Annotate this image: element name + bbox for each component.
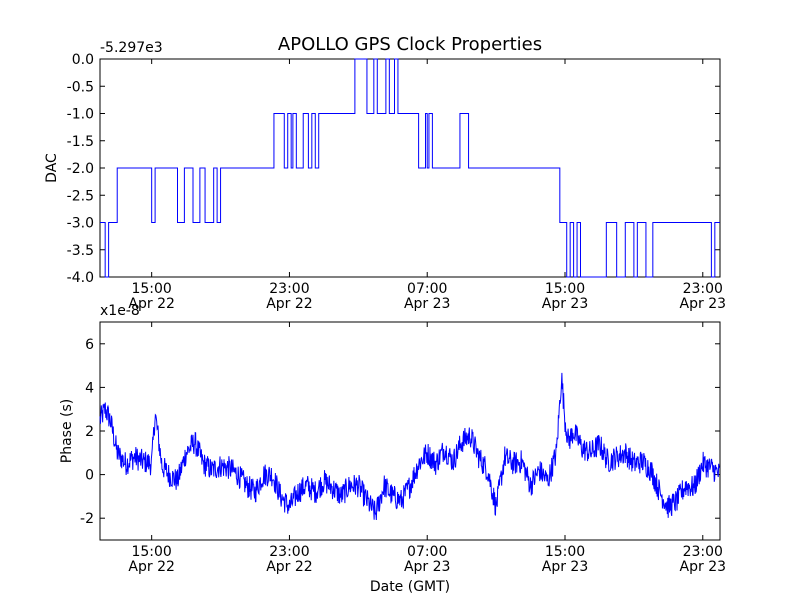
dac-xtick-time: 15:00 — [545, 281, 585, 297]
phase-xtick-date: Apr 23 — [404, 559, 450, 575]
dac-xtick-time: 15:00 — [131, 281, 171, 297]
dac-offset-label: -5.297e3 — [100, 40, 163, 56]
phase-xtick-date: Apr 23 — [542, 559, 588, 575]
phase-ytick-label: -2 — [80, 511, 94, 527]
dac-ytick-label: -3.0 — [67, 216, 94, 232]
dac-series-line — [100, 58, 720, 278]
phase-xtick-time: 07:00 — [407, 544, 447, 560]
dac-series — [100, 58, 720, 278]
dac-ytick-label: -1.5 — [67, 134, 94, 150]
dac-ytick-label: -2.5 — [67, 188, 94, 204]
phase-xtick-date: Apr 22 — [128, 559, 174, 575]
dac-ytick-label: -3.5 — [67, 243, 94, 259]
phase-series-line — [99, 372, 721, 521]
phase-xtick-date: Apr 22 — [266, 559, 312, 575]
phase-ytick-label: 0 — [85, 468, 94, 484]
dac-xtick-date: Apr 22 — [128, 296, 174, 312]
dac-xtick-date: Apr 22 — [266, 296, 312, 312]
phase-ytick-label: 4 — [85, 380, 94, 396]
dac-ytick-label: -0.5 — [67, 79, 94, 95]
xaxis-label: Date (GMT) — [370, 579, 450, 595]
figure-title: APOLLO GPS Clock Properties — [278, 34, 542, 55]
phase-ytick-label: 2 — [85, 424, 94, 440]
phase-xtick-date: Apr 23 — [680, 559, 726, 575]
dac-ytick-label: -1.0 — [67, 107, 94, 123]
phase-plot-frame — [99, 321, 721, 541]
dac-xtick-time: 07:00 — [407, 281, 447, 297]
dac-xtick-date: Apr 23 — [542, 296, 588, 312]
phase-xtick-time: 23:00 — [269, 544, 309, 560]
phase-series — [99, 372, 721, 521]
dac-ytick-label: -2.0 — [67, 161, 94, 177]
dac-xtick-time: 23:00 — [269, 281, 309, 297]
phase-xtick-time: 15:00 — [545, 544, 585, 560]
phase-ylabel: Phase (s) — [59, 399, 75, 463]
dac-xtick-time: 23:00 — [683, 281, 723, 297]
dac-ylabel: DAC — [44, 153, 60, 183]
dac-ytick-label: 0.0 — [72, 52, 94, 68]
dac-panel: -5.297e3 DAC 0.0 -0.5 -1.0 -1.5 -2.0 -2.5 -3.0… — [44, 40, 726, 312]
phase-xtick-time: 15:00 — [131, 544, 171, 560]
dac-ticks: 0.0 -0.5 -1.0 -1.5 -2.0 -2.5 -3.0 -3.5 -4.0 15:00… — [67, 52, 726, 312]
phase-ytick-label: 6 — [85, 337, 94, 353]
phase-offset-label: x1e-8 — [100, 303, 140, 319]
dac-ytick-label: -4.0 — [67, 270, 94, 286]
dac-xtick-date: Apr 23 — [404, 296, 450, 312]
phase-xtick-time: 23:00 — [683, 544, 723, 560]
dac-xtick-date: Apr 23 — [680, 296, 726, 312]
